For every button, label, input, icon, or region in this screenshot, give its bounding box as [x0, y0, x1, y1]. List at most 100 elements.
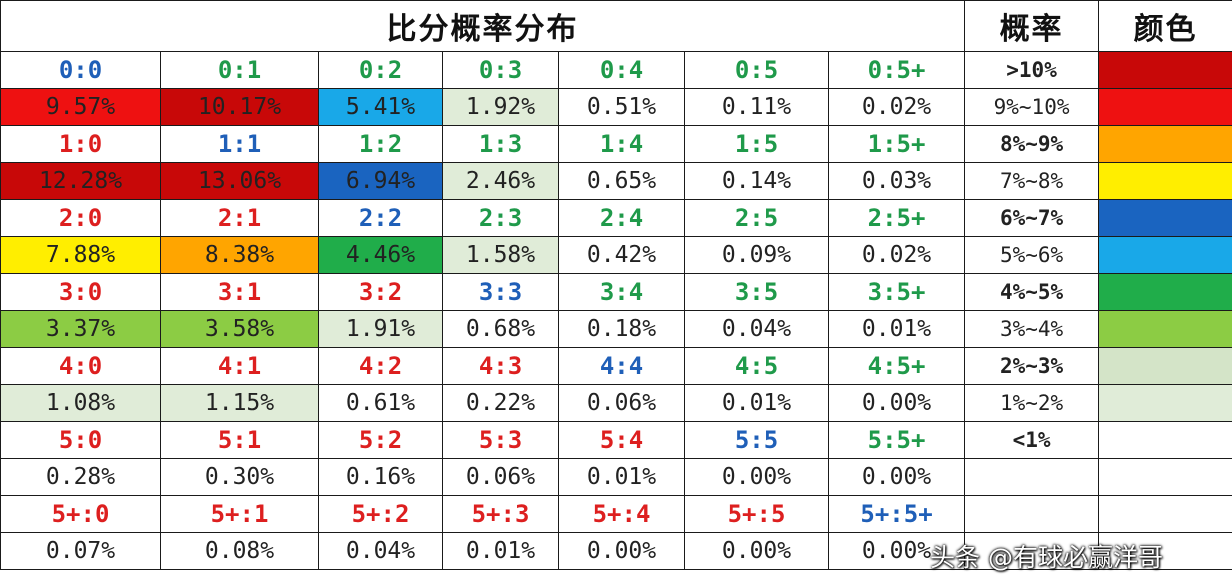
probability-cell: 1.08%: [0, 384, 161, 422]
probability-cell: 0.01%: [442, 532, 559, 570]
legend-color-swatch: [1098, 162, 1232, 200]
probability-cell: 0.01%: [558, 458, 685, 496]
legend-color-swatch: [1098, 458, 1232, 496]
score-cell: 5:5: [684, 421, 829, 459]
score-cell: 0:5: [684, 51, 829, 89]
legend-color-swatch: [1098, 347, 1232, 385]
table-title: 比分概率分布: [0, 0, 966, 52]
score-cell: 0:1: [160, 51, 319, 89]
score-cell: 3:1: [160, 273, 319, 311]
score-cell: 4:1: [160, 347, 319, 385]
probability-cell: 0.01%: [827, 310, 966, 348]
score-cell: 1:3: [442, 125, 559, 163]
score-cell: 2:2: [318, 199, 443, 237]
score-cell: 1:0: [0, 125, 161, 163]
color-header: 颜色: [1098, 0, 1232, 52]
probability-row: 0.28% 0.30% 0.16% 0.06% 0.01% 0.00% 0.00%: [0, 458, 1232, 496]
legend-color-swatch: [1098, 199, 1232, 237]
probability-row: 12.28% 13.06% 6.94% 2.46% 0.65% 0.14% 0.03% 7%~…: [0, 162, 1232, 200]
legend-range-label: <1%: [964, 421, 1100, 459]
score-cell: 1:1: [160, 125, 319, 163]
score-cell: 4:5+: [827, 347, 966, 385]
score-cell: 5:5+: [827, 421, 966, 459]
probability-cell: 13.06%: [160, 162, 319, 200]
score-row: 5+:0 5+:1 5+:2 5+:3 5+:4 5+:5 5+:5+: [0, 495, 1232, 533]
legend-range-label: [964, 458, 1100, 496]
probability-cell: 0.09%: [684, 236, 829, 274]
probability-row: 7.88% 8.38% 4.46% 1.58% 0.42% 0.09% 0.02% 5%~6%: [0, 236, 1232, 274]
probability-header: 概率: [964, 0, 1100, 52]
score-cell: 2:1: [160, 199, 319, 237]
score-cell: 1:5: [684, 125, 829, 163]
legend-range-label: 8%~9%: [964, 125, 1100, 163]
score-cell: 0:0: [0, 51, 161, 89]
probability-cell: 0.04%: [684, 310, 829, 348]
score-probability-table: 比分概率分布 概率 颜色 0:0 0:1 0:2 0:3 0:4 0:5 0:5+ >10% 9…: [0, 0, 1232, 570]
legend-color-swatch: [1098, 273, 1232, 311]
score-cell: 3:3: [442, 273, 559, 311]
probability-cell: 8.38%: [160, 236, 319, 274]
probability-cell: 0.00%: [684, 458, 829, 496]
probability-row: 1.08% 1.15% 0.61% 0.22% 0.06% 0.01% 0.00% 1%~2%: [0, 384, 1232, 422]
probability-row: 9.57% 10.17% 5.41% 1.92% 0.51% 0.11% 0.02% 9%~1…: [0, 88, 1232, 126]
probability-cell: 0.00%: [827, 384, 966, 422]
score-cell: 2:5+: [827, 199, 966, 237]
score-row: 3:0 3:1 3:2 3:3 3:4 3:5 3:5+ 4%~5%: [0, 273, 1232, 311]
probability-cell: 10.17%: [160, 88, 319, 126]
probability-cell: 0.28%: [0, 458, 161, 496]
score-cell: 2:3: [442, 199, 559, 237]
score-cell: 4:5: [684, 347, 829, 385]
probability-cell: 0.02%: [827, 88, 966, 126]
legend-range-label: 9%~10%: [964, 88, 1100, 126]
score-cell: 5+:0: [0, 495, 161, 533]
score-cell: 5:0: [0, 421, 161, 459]
probability-cell: 0.07%: [0, 532, 161, 570]
probability-cell: 0.30%: [160, 458, 319, 496]
legend-color-swatch: [1098, 236, 1232, 274]
score-row: 2:0 2:1 2:2 2:3 2:4 2:5 2:5+ 6%~7%: [0, 199, 1232, 237]
probability-cell: 0.04%: [318, 532, 443, 570]
score-cell: 5:4: [558, 421, 685, 459]
probability-cell: 12.28%: [0, 162, 161, 200]
score-cell: 3:4: [558, 273, 685, 311]
score-row: 1:0 1:1 1:2 1:3 1:4 1:5 1:5+ 8%~9%: [0, 125, 1232, 163]
legend-range-label: [964, 532, 1100, 570]
score-cell: 5:1: [160, 421, 319, 459]
header-row: 比分概率分布 概率 颜色: [0, 0, 1232, 52]
score-cell: 4:2: [318, 347, 443, 385]
legend-range-label: 2%~3%: [964, 347, 1100, 385]
probability-cell: 9.57%: [0, 88, 161, 126]
legend-color-swatch: [1098, 495, 1232, 533]
legend-range-label: [964, 495, 1100, 533]
probability-cell: 0.16%: [318, 458, 443, 496]
probability-cell: 0.00%: [684, 532, 829, 570]
probability-cell: 0.22%: [442, 384, 559, 422]
legend-color-swatch: [1098, 125, 1232, 163]
legend-range-label: 1%~2%: [964, 384, 1100, 422]
probability-cell: 0.42%: [558, 236, 685, 274]
legend-color-swatch: [1098, 51, 1232, 89]
score-cell: 5+:5: [684, 495, 829, 533]
score-cell: 4:3: [442, 347, 559, 385]
legend-color-swatch: [1098, 88, 1232, 126]
score-cell: 1:4: [558, 125, 685, 163]
probability-cell: 0.65%: [558, 162, 685, 200]
probability-cell: 2.46%: [442, 162, 559, 200]
score-cell: 5:2: [318, 421, 443, 459]
probability-cell: 3.58%: [160, 310, 319, 348]
legend-range-label: 7%~8%: [964, 162, 1100, 200]
score-cell: 0:2: [318, 51, 443, 89]
score-cell: 5+:2: [318, 495, 443, 533]
probability-cell: 1.91%: [318, 310, 443, 348]
probability-cell: 0.03%: [827, 162, 966, 200]
score-cell: 0:3: [442, 51, 559, 89]
score-cell: 3:2: [318, 273, 443, 311]
probability-cell: 0.68%: [442, 310, 559, 348]
probability-cell: 0.11%: [684, 88, 829, 126]
score-cell: 4:0: [0, 347, 161, 385]
score-cell: 2:5: [684, 199, 829, 237]
probability-cell: 7.88%: [0, 236, 161, 274]
probability-cell: 0.51%: [558, 88, 685, 126]
probability-cell: 1.58%: [442, 236, 559, 274]
probability-cell: 0.02%: [827, 236, 966, 274]
